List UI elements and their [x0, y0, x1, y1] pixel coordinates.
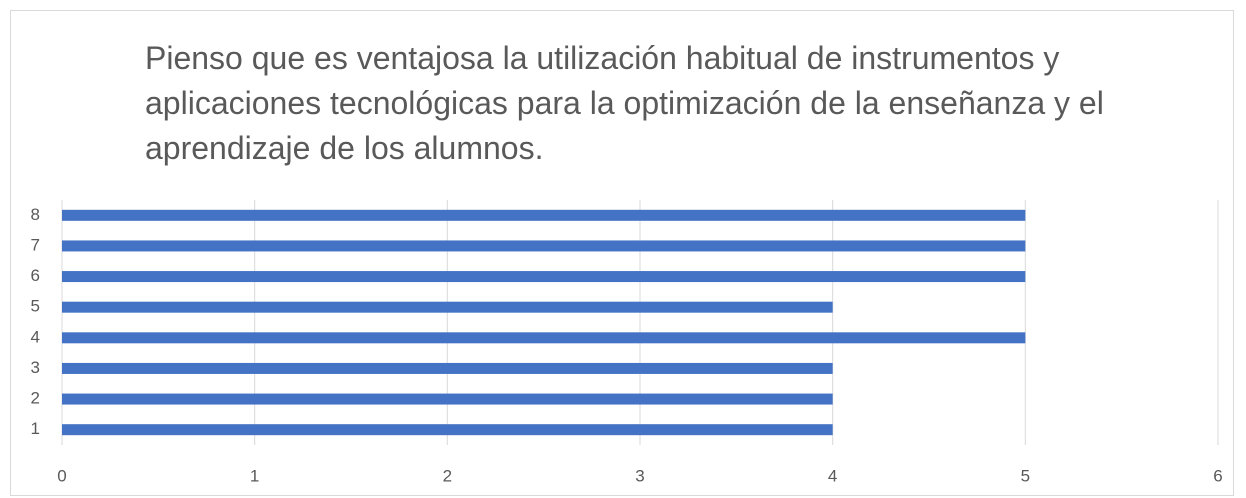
bar: [62, 240, 1026, 252]
y-tick-label: 2: [31, 389, 40, 408]
chart-title: Pienso que es ventajosa la utilización h…: [145, 40, 1104, 166]
bar: [62, 271, 1026, 283]
y-tick-label: 8: [31, 205, 40, 224]
bar: [62, 362, 833, 374]
x-tick-label: 4: [828, 466, 837, 485]
y-tick-label: 7: [31, 235, 40, 254]
x-tick-label: 1: [250, 466, 259, 485]
chart-border: [10, 10, 1234, 496]
y-tick-label: 5: [31, 297, 40, 316]
x-tick-label: 2: [443, 466, 452, 485]
x-tick-label: 5: [1021, 466, 1030, 485]
x-tick-label: 0: [57, 466, 66, 485]
y-tick-label: 4: [31, 327, 40, 346]
x-tick-label: 6: [1213, 466, 1222, 485]
y-tick-label: 3: [31, 358, 40, 377]
y-tick-label: 1: [31, 419, 40, 438]
bar: [62, 332, 1026, 344]
bar: [62, 393, 833, 405]
y-tick-label: 6: [31, 266, 40, 285]
bar: [62, 301, 833, 313]
bar: [62, 424, 833, 436]
x-tick-label: 3: [635, 466, 644, 485]
bar: [62, 209, 1026, 221]
